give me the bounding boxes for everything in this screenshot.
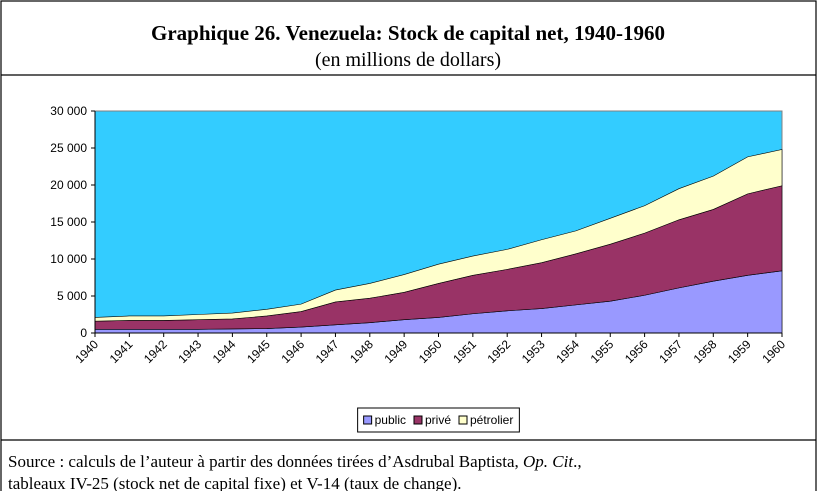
y-tick-label: 5 000 bbox=[57, 289, 87, 303]
y-tick-label: 10 000 bbox=[50, 252, 87, 266]
y-tick-label: 0 bbox=[80, 326, 87, 340]
y-tick-label: 30 000 bbox=[50, 104, 87, 118]
y-tick-label: 15 000 bbox=[50, 215, 87, 229]
source-part: Op. Cit bbox=[523, 452, 574, 471]
y-tick-label: 20 000 bbox=[50, 178, 87, 192]
source-text: tableaux IV-25 (stock net de capital fix… bbox=[8, 474, 462, 491]
legend-label: pétrolier bbox=[470, 413, 513, 427]
source-part: Source : calculs de l’auteur à partir de… bbox=[8, 452, 523, 471]
source-text: Source : calculs de l’auteur à partir de… bbox=[8, 452, 582, 471]
y-tick-label: 25 000 bbox=[50, 141, 87, 155]
legend-box bbox=[357, 407, 520, 433]
legend-label: public bbox=[375, 413, 406, 427]
title: Graphique 26. Venezuela: Stock de capita… bbox=[151, 21, 665, 45]
legend-label: privé bbox=[425, 413, 451, 427]
area bbox=[94, 149, 783, 322]
legend-swatch bbox=[413, 415, 423, 425]
legend-swatch bbox=[363, 415, 373, 425]
legend: public privé pétrolier bbox=[357, 407, 520, 433]
legend-swatch bbox=[458, 415, 468, 425]
subtitle: (en millions de dollars) bbox=[315, 49, 501, 71]
source-part: ., bbox=[573, 452, 582, 471]
